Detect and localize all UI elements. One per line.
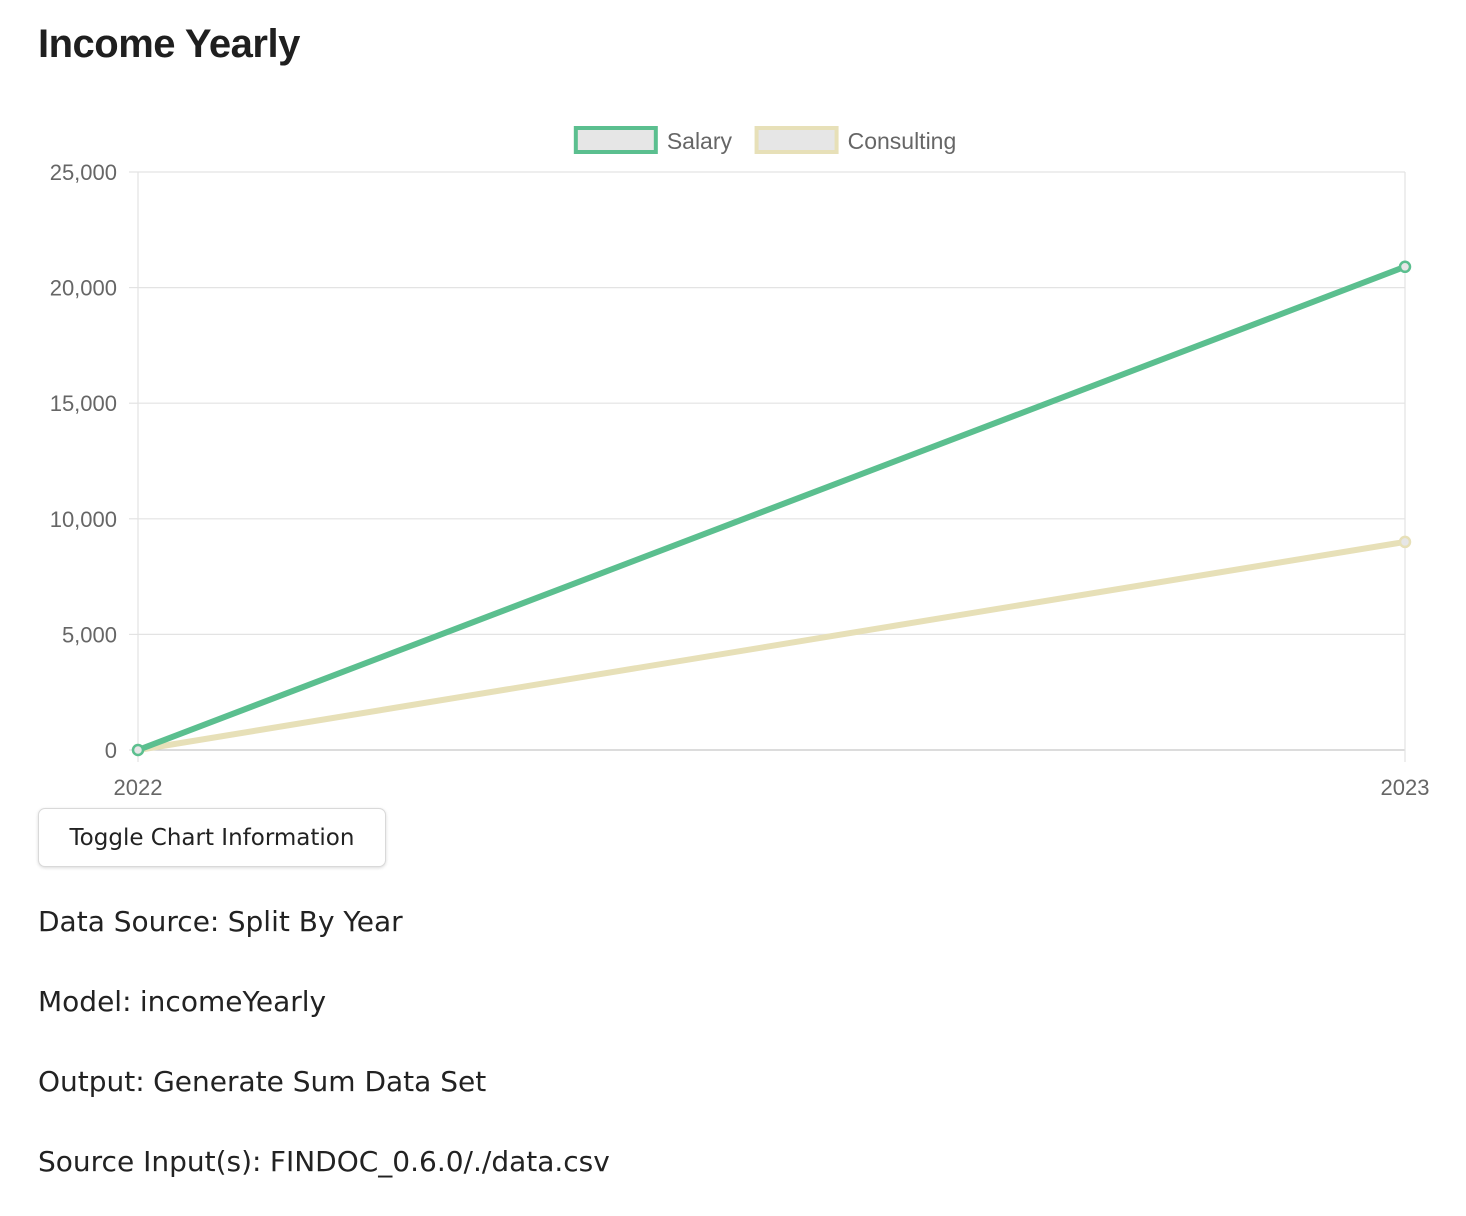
- y-tick-label: 20,000: [50, 276, 117, 301]
- series-line-consulting: [135, 538, 1408, 753]
- y-tick-label: 25,000: [50, 160, 117, 185]
- info-source-inputs-label: Source Input(s):: [38, 1145, 262, 1178]
- legend-swatch-salary: [573, 126, 658, 154]
- income-line-chart: 0 5,000 10,000 15,000 20,000 25,000 2022 2023 Sa…: [50, 126, 1430, 800]
- data-point-consulting: [1398, 535, 1412, 549]
- info-source-inputs-value: FINDOC_0.6.0/./data.csv: [269, 1145, 610, 1178]
- info-data-source-label: Data Source:: [38, 905, 220, 938]
- info-source-inputs: Source Input(s): FINDOC_0.6.0/./data.csv: [38, 1145, 610, 1178]
- data-point-salary: [1398, 260, 1412, 274]
- data-point-salary: [131, 743, 145, 757]
- series-line-salary: [135, 263, 1408, 753]
- x-tick-label: 2022: [114, 775, 163, 800]
- info-output: Output: Generate Sum Data Set: [38, 1065, 486, 1098]
- info-model-value: incomeYearly: [139, 985, 327, 1018]
- page-title: Income Yearly: [38, 22, 300, 66]
- info-model-label: Model:: [38, 985, 132, 1018]
- info-output-value: Generate Sum Data Set: [153, 1065, 487, 1098]
- y-tick-label: 15,000: [50, 391, 117, 416]
- info-model: Model: incomeYearly: [38, 985, 326, 1018]
- legend-label-consulting: Consulting: [848, 128, 957, 154]
- legend-label-salary: Salary: [667, 128, 733, 154]
- x-tick-label: 2023: [1381, 775, 1430, 800]
- y-tick-label: 10,000: [50, 507, 117, 532]
- legend-swatch-consulting: [754, 126, 839, 154]
- info-output-label: Output:: [38, 1065, 145, 1098]
- toggle-chart-information-button[interactable]: Toggle Chart Information: [38, 808, 386, 867]
- y-tick-label: 0: [105, 738, 117, 763]
- y-tick-label: 5,000: [62, 622, 117, 647]
- info-data-source: Data Source: Split By Year: [38, 905, 403, 938]
- info-data-source-value: Split By Year: [227, 905, 403, 938]
